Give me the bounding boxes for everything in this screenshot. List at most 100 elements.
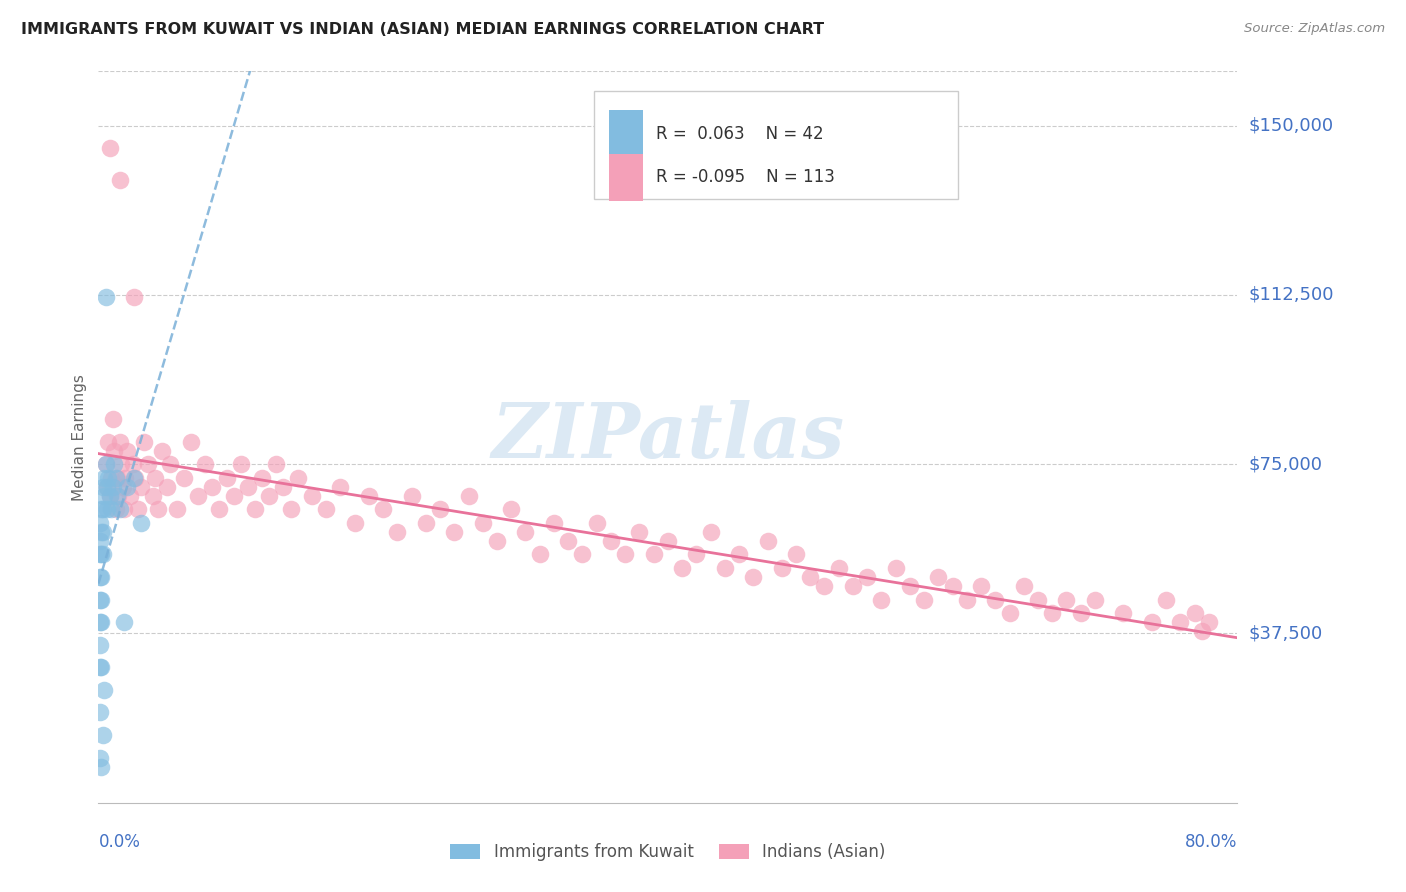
Point: [105, 489, 128, 503]
Text: R =  0.063    N = 42: R = 0.063 N = 42: [657, 125, 824, 143]
Point: [90, 660, 112, 674]
Point: [97, 434, 120, 449]
Point: [91, 502, 114, 516]
Point: [91, 524, 114, 539]
Point: [870, 592, 893, 607]
Point: [614, 548, 637, 562]
Point: [90, 615, 112, 630]
Point: [108, 172, 131, 186]
Point: [222, 489, 245, 503]
Point: [884, 561, 907, 575]
Point: [942, 579, 965, 593]
Point: [1056, 592, 1078, 607]
Point: [1198, 615, 1220, 630]
Point: [756, 533, 779, 548]
Point: [114, 471, 136, 485]
Point: [89, 570, 111, 584]
Point: [301, 489, 323, 503]
Point: [108, 502, 131, 516]
Point: [90, 548, 112, 562]
Point: [105, 471, 128, 485]
Point: [98, 489, 121, 503]
Point: [785, 548, 807, 562]
Point: [571, 548, 593, 562]
Point: [600, 533, 623, 548]
Point: [129, 480, 152, 494]
Point: [1112, 606, 1135, 620]
Point: [457, 489, 479, 503]
Point: [699, 524, 721, 539]
Point: [1184, 606, 1206, 620]
Point: [91, 728, 114, 742]
Text: $112,500: $112,500: [1249, 285, 1334, 304]
Text: 80.0%: 80.0%: [1185, 833, 1237, 851]
Point: [259, 489, 281, 503]
Point: [111, 480, 134, 494]
Text: $75,000: $75,000: [1249, 455, 1323, 473]
Point: [1140, 615, 1163, 630]
Point: [94, 457, 117, 471]
Point: [104, 471, 127, 485]
FancyBboxPatch shape: [609, 153, 643, 202]
Point: [813, 579, 835, 593]
Point: [110, 457, 132, 471]
Point: [799, 570, 821, 584]
Point: [118, 489, 141, 503]
Point: [91, 480, 114, 494]
Point: [94, 457, 117, 471]
FancyBboxPatch shape: [609, 110, 643, 157]
Point: [266, 457, 288, 471]
Point: [89, 660, 111, 674]
Point: [515, 524, 537, 539]
Point: [89, 706, 111, 720]
Point: [912, 592, 935, 607]
Point: [415, 516, 437, 530]
Point: [96, 502, 118, 516]
Point: [90, 524, 112, 539]
Point: [103, 443, 125, 458]
Point: [970, 579, 993, 593]
Point: [250, 471, 273, 485]
Point: [543, 516, 565, 530]
Point: [122, 290, 145, 304]
Point: [90, 760, 112, 774]
Point: [387, 524, 409, 539]
Point: [115, 443, 138, 458]
Point: [585, 516, 607, 530]
Point: [1012, 579, 1035, 593]
Point: [152, 443, 174, 458]
Point: [187, 489, 209, 503]
Point: [115, 480, 138, 494]
Point: [429, 502, 451, 516]
Point: [273, 480, 295, 494]
Text: $150,000: $150,000: [1249, 117, 1333, 135]
Point: [96, 480, 118, 494]
Legend: Immigrants from Kuwait, Indians (Asian): Immigrants from Kuwait, Indians (Asian): [444, 837, 891, 868]
Point: [842, 579, 865, 593]
Point: [828, 561, 851, 575]
FancyBboxPatch shape: [593, 91, 959, 200]
Point: [96, 480, 118, 494]
Point: [1070, 606, 1092, 620]
Point: [136, 457, 159, 471]
Point: [671, 561, 693, 575]
Point: [357, 489, 380, 503]
Text: 0.0%: 0.0%: [98, 833, 141, 851]
Point: [89, 615, 111, 630]
Point: [159, 457, 181, 471]
Point: [89, 638, 111, 652]
Point: [127, 502, 149, 516]
Point: [287, 471, 309, 485]
Point: [194, 457, 217, 471]
Point: [1170, 615, 1192, 630]
Text: R = -0.095    N = 113: R = -0.095 N = 113: [657, 169, 835, 186]
Point: [685, 548, 707, 562]
Point: [100, 502, 122, 516]
Point: [100, 471, 122, 485]
Text: Source: ZipAtlas.com: Source: ZipAtlas.com: [1244, 22, 1385, 36]
Point: [770, 561, 793, 575]
Point: [215, 471, 238, 485]
Point: [501, 502, 523, 516]
Point: [173, 471, 195, 485]
Point: [122, 471, 145, 485]
